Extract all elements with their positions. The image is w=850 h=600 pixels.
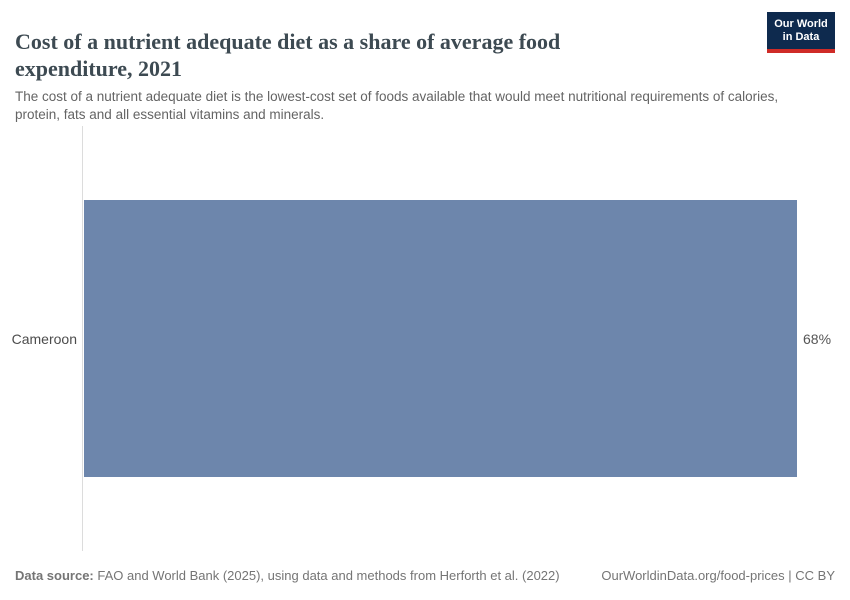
data-source-label: Data source:	[15, 568, 94, 583]
y-axis-line	[82, 126, 83, 551]
owid-logo: Our World in Data	[767, 12, 835, 53]
owid-logo-line2: in Data	[782, 30, 820, 43]
attribution-text: OurWorldinData.org/food-prices | CC BY	[601, 568, 835, 583]
owid-logo-line1: Our World	[774, 17, 828, 30]
category-label-cameroon: Cameroon	[11, 330, 77, 347]
chart-subtitle: The cost of a nutrient adequate diet is …	[15, 88, 779, 122]
data-source-note: Data source: FAO and World Bank (2025), …	[15, 568, 560, 583]
bar-cameroon	[84, 200, 797, 477]
data-source-text: FAO and World Bank (2025), using data an…	[93, 568, 560, 583]
bar-value-label: 68%	[803, 330, 832, 347]
chart-footer: Data source: FAO and World Bank (2025), …	[15, 568, 835, 583]
chart-title: Cost of a nutrient adequate diet as a sh…	[15, 28, 561, 81]
